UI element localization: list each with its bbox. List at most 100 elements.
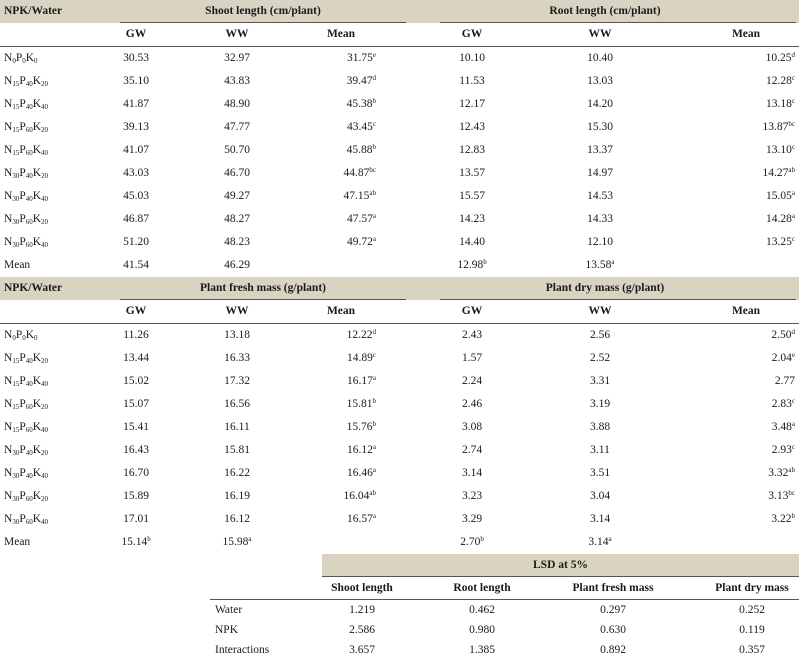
value-text: 43.45 (347, 121, 373, 133)
subscript: 30 (12, 472, 20, 480)
column-header-row: GW WW Mean GW WW Mean (0, 23, 799, 47)
subscript: 0 (34, 57, 38, 65)
subscript: 15 (12, 149, 20, 157)
subscript: 30 (12, 172, 20, 180)
value-cell: 15.07 (96, 393, 176, 416)
subscript: 15 (12, 380, 20, 388)
table-row: N30P60K40 51.20 48.23 49.72a 14.40 12.10 13.25… (0, 231, 799, 254)
element-symbol: P (15, 329, 23, 341)
subscript: 60 (25, 495, 33, 503)
element-symbol: P (19, 375, 26, 387)
value-cell: 14.53 (560, 185, 640, 208)
treatment-label: N30P40K20 (4, 439, 48, 462)
value-cell: 12.10 (560, 231, 640, 254)
subscript: 60 (25, 518, 33, 526)
treatment-label: N15P40K20 (4, 70, 48, 93)
value-cell: 2.52 (560, 347, 640, 370)
significance-letter: bc (788, 489, 795, 497)
value-cell: 2.43 (432, 324, 512, 347)
significance-letter: a (372, 466, 376, 474)
value-cell: 17.32 (197, 370, 277, 393)
treatment-label: N15P60K20 (4, 393, 48, 416)
treatment-label: N30P60K40 (4, 508, 48, 531)
value-cell: 16.43 (96, 439, 176, 462)
value-cell: 15.98a (197, 531, 277, 554)
subscript: 30 (12, 518, 20, 526)
value-text: 13.44 (123, 352, 149, 364)
table-row: N15P40K20 35.10 43.83 39.47d 11.53 13.03 12.28… (0, 70, 799, 93)
value-text: 43.83 (224, 75, 250, 87)
value-text: 15.76 (346, 421, 373, 433)
lsd-value: 1.385 (469, 644, 495, 656)
subscript: 60 (25, 426, 33, 434)
element-symbol: K (32, 513, 42, 525)
element-symbol: P (19, 98, 26, 110)
lsd-value: 3.657 (349, 644, 375, 656)
value-text: 15.89 (123, 490, 149, 502)
subscript: 15 (12, 357, 20, 365)
treatment-label: N15P60K20 (4, 116, 48, 139)
value-text: 2.24 (461, 375, 483, 387)
element-symbol: N (4, 190, 13, 202)
subscript: 40 (41, 472, 49, 480)
subscript: 30 (12, 449, 20, 457)
left-group-title: Plant fresh mass (g/plant) (200, 282, 326, 294)
value-cell: 11.53 (432, 70, 512, 93)
element-symbol: N (4, 421, 13, 433)
value-cell: 44.87bc (306, 162, 376, 185)
value-cell: 16.57a (306, 508, 376, 531)
value-text: 1.57 (461, 352, 483, 364)
value-cell: 17.01 (96, 508, 176, 531)
treatment-label: N30P60K20 (4, 485, 48, 508)
element-symbol: N (4, 75, 13, 87)
value-cell: 3.32ab (725, 462, 795, 485)
significance-letter: bc (788, 120, 795, 128)
value-text: 2.74 (461, 444, 483, 456)
value-cell: 16.12 (197, 508, 277, 531)
treatment-label: N0P0K0 (4, 47, 38, 70)
significance-letter: c (791, 397, 795, 405)
value-cell: 31.75e (306, 47, 376, 70)
value-text: 16.46 (347, 467, 373, 479)
element-symbol: N (4, 329, 13, 341)
significance-letter: c (791, 74, 795, 82)
value-cell: 12.28c (725, 70, 795, 93)
right-group-title: Root length (cm/plant) (549, 5, 661, 17)
value-text: 3.88 (589, 421, 611, 433)
value-text: 16.56 (224, 398, 250, 410)
value-cell: 3.51 (560, 462, 640, 485)
subscript: 0 (22, 334, 26, 342)
treatment-label: N30P40K40 (4, 185, 48, 208)
element-symbol: K (32, 167, 42, 179)
value-text: 16.12 (347, 444, 373, 456)
value-text: 46.87 (123, 213, 149, 225)
value-text: 48.23 (224, 236, 250, 248)
element-symbol: N (4, 398, 13, 410)
table-row: N0P0K0 11.26 13.18 12.22d 2.43 2.56 2.50d (0, 324, 799, 347)
value-cell: 15.57 (432, 185, 512, 208)
lsd-row-label: NPK (215, 624, 239, 636)
value-text: 2.04 (771, 352, 792, 364)
element-symbol: K (32, 236, 42, 248)
element-symbol: N (4, 467, 13, 479)
value-cell: 14.40 (432, 231, 512, 254)
value-cell: 3.19 (560, 393, 640, 416)
subscript: 20 (41, 403, 49, 411)
element-symbol: P (19, 190, 26, 202)
column-header: GW (125, 28, 147, 40)
value-text: 15.14 (121, 536, 148, 548)
value-text: 16.22 (224, 467, 250, 479)
subscript: 40 (25, 80, 33, 88)
lsd-value: 1.219 (349, 604, 375, 616)
value-cell: 14.23 (432, 208, 512, 231)
significance-letter: a (372, 374, 376, 382)
value-cell: 16.19 (197, 485, 277, 508)
lsd-row: Water 1.219 0.462 0.297 0.252 (0, 600, 799, 620)
element-symbol: N (4, 98, 13, 110)
value-text: 15.41 (123, 421, 149, 433)
value-cell: 3.22b (725, 508, 795, 531)
element-symbol: P (19, 421, 26, 433)
value-cell: 14.89c (306, 347, 376, 370)
subscript: 20 (41, 172, 49, 180)
value-text: 14.28 (766, 213, 792, 225)
